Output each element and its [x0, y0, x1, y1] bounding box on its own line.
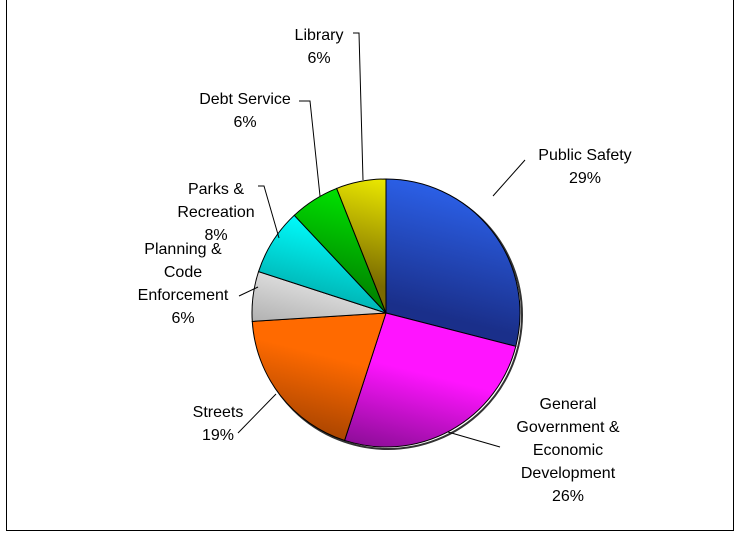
slice-name-line: Streets: [193, 404, 244, 421]
pie-slice-streets: [251, 312, 387, 442]
slice-label: Planning & Code Enforcement 6%: [138, 241, 229, 327]
slice-name-line: Code: [164, 264, 202, 281]
slice-label: Library 6%: [295, 27, 344, 67]
slice-label: Debt Service 6%: [199, 91, 291, 131]
slice-percent: 8%: [204, 227, 227, 244]
leader-lines: [237, 32, 526, 448]
slice-percent: 26%: [552, 488, 584, 505]
slice-name-line: Enforcement: [138, 287, 229, 304]
slice-name-line: Development: [521, 465, 616, 482]
slice-name-line: Parks &: [188, 181, 244, 198]
slice-name-line: Government &: [516, 419, 619, 436]
pie-slice-public-safety: [385, 178, 521, 347]
slice-percent: 19%: [202, 427, 234, 444]
slice-name-line: Planning &: [144, 241, 222, 258]
slice-name-line: Debt Service: [199, 91, 291, 108]
slice-name-line: Library: [295, 27, 344, 44]
pie-slice-library: [336, 178, 387, 314]
pie-slice-general-government-economic-development: [343, 312, 517, 448]
leader-line: [492, 159, 526, 197]
slice-percent: 6%: [307, 50, 330, 67]
slice-label: Streets 19%: [193, 404, 244, 444]
slice-name-line: Economic: [533, 442, 603, 459]
slice-name-line: General: [540, 396, 597, 413]
slice-label: Parks & Recreation 8%: [177, 181, 254, 244]
slice-percent: 6%: [171, 310, 194, 327]
pie-slices: [251, 178, 523, 450]
slice-name-line: Recreation: [177, 204, 254, 221]
slice-label: General Government & Economic Development 26…: [516, 396, 619, 505]
leader-line: [353, 32, 364, 181]
leader-line: [238, 286, 259, 297]
slice-label: Public Safety 29%: [538, 147, 631, 187]
slice-name-line: Public Safety: [538, 147, 631, 164]
leader-line: [447, 431, 501, 448]
slice-labels: Public Safety 29% General Government & Econo…: [138, 27, 632, 505]
leader-line: [299, 100, 321, 197]
leader-line: [237, 393, 277, 434]
slice-percent: 29%: [569, 170, 601, 187]
slice-percent: 6%: [233, 114, 256, 131]
leader-line: [258, 185, 280, 239]
